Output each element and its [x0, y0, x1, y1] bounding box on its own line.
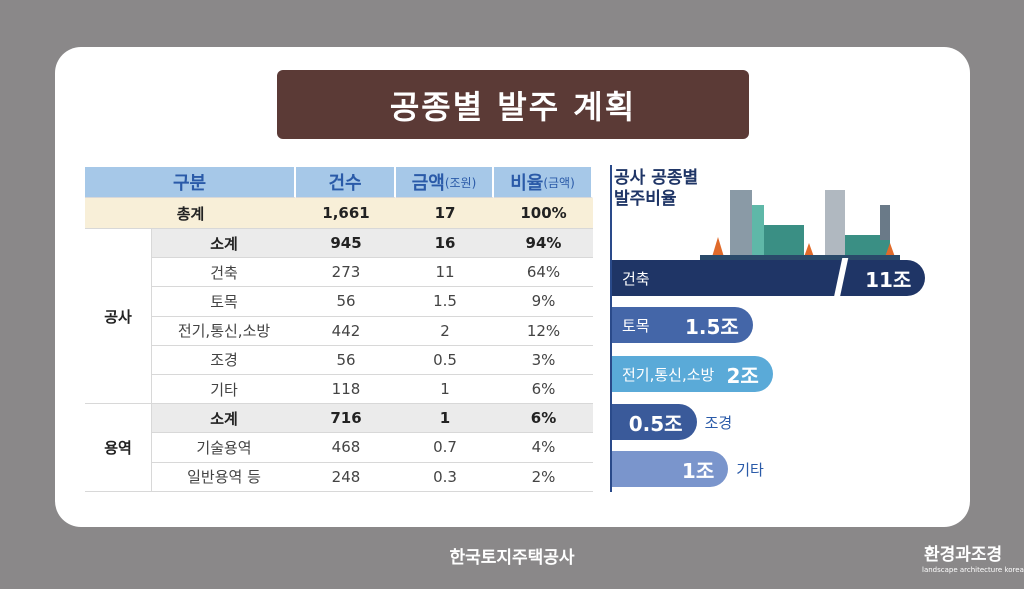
title: 공종별 발주 계획	[277, 70, 749, 139]
total-cell: 17	[396, 198, 494, 229]
table-cell: 12%	[494, 317, 593, 346]
illustration	[700, 190, 900, 260]
value-label: 2조	[726, 363, 759, 388]
row-label: 기술용역	[152, 433, 296, 463]
bar	[612, 356, 773, 392]
value-label: 1.5조	[684, 314, 739, 339]
table-cell: 945	[296, 229, 396, 259]
table-cell: 273	[296, 258, 396, 288]
side-title-line: 발주비율	[614, 189, 677, 209]
table-cell: 1.5	[396, 287, 494, 317]
table-cell: 468	[296, 433, 396, 463]
side-title: 공사 공종별 발주비율	[614, 168, 698, 210]
group-label: 용역	[85, 404, 152, 492]
header-cell: 금액 (조원)	[396, 167, 494, 198]
text: (조원)	[444, 175, 477, 190]
total-cell: 1,661	[296, 198, 396, 229]
value-label: 1조	[681, 458, 715, 483]
table-cell: 3%	[494, 346, 593, 375]
row-label: 토목	[152, 287, 296, 317]
text: (금액)	[543, 175, 575, 190]
text: 건수	[328, 173, 362, 194]
row-label: 소계	[152, 404, 296, 434]
watermark-subtitle: landscape architecture korea	[922, 566, 1024, 574]
bar-label: 토목	[622, 316, 650, 335]
table-cell: 442	[296, 317, 396, 346]
value-label: 11조	[865, 267, 912, 292]
table-cell: 1	[396, 375, 494, 405]
table-cell: 4%	[494, 433, 593, 463]
row-label: 기타	[152, 375, 296, 405]
value-label: 0.5조	[628, 411, 683, 436]
row-label: 조경	[152, 346, 296, 375]
header-cell: 구분	[85, 167, 296, 198]
row-label: 소계	[152, 229, 296, 259]
table-cell: 0.5	[396, 346, 494, 375]
bar	[612, 404, 697, 440]
table-cell: 64%	[494, 258, 593, 288]
table-cell: 56	[296, 346, 396, 375]
header-cell: 비율 (금액)	[494, 167, 593, 198]
row-label: 일반용역 등	[152, 463, 296, 492]
bar-label: 건축	[622, 269, 650, 288]
table-cell: 1	[396, 404, 494, 434]
divider	[610, 165, 612, 492]
bar-label: 기타	[736, 460, 764, 479]
table-cell: 56	[296, 287, 396, 317]
table-cell: 716	[296, 404, 396, 434]
bar	[612, 260, 926, 296]
row-label: 건축	[152, 258, 296, 288]
row-label: 전기,통신,소방	[152, 317, 296, 346]
table-cell: 2%	[494, 463, 593, 492]
bar	[612, 307, 753, 343]
text: 비율	[510, 173, 544, 194]
table-cell: 248	[296, 463, 396, 492]
watermark: 환경과조경	[924, 545, 1003, 565]
table-cell: 16	[396, 229, 494, 259]
total-cell: 100%	[494, 198, 593, 229]
bar-label: 조경	[704, 413, 733, 432]
group-label: 공사	[85, 229, 152, 405]
table-cell: 6%	[494, 404, 593, 434]
table-cell: 9%	[494, 287, 593, 317]
table-cell: 6%	[494, 375, 593, 405]
table-cell: 94%	[494, 229, 593, 259]
header-cell: 건수	[296, 167, 396, 198]
text: 구분	[172, 173, 207, 194]
total-label: 총계	[85, 198, 296, 229]
table-cell: 2	[396, 317, 494, 346]
table-cell: 11	[396, 258, 494, 288]
bar	[612, 451, 729, 487]
footer: 한국토지주택공사	[449, 548, 575, 568]
table-cell: 118	[296, 375, 396, 405]
bar-label: 전기,통신,소방	[622, 365, 715, 384]
table-cell: 0.3	[396, 463, 494, 492]
table-cell: 0.7	[396, 433, 494, 463]
side-title-line: 공사 공종별	[614, 168, 699, 188]
text: 금액	[411, 173, 445, 194]
